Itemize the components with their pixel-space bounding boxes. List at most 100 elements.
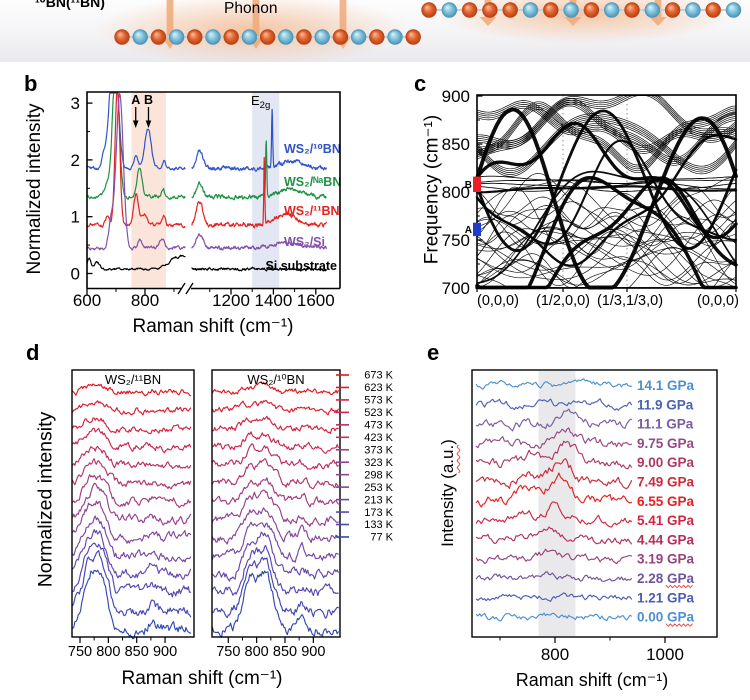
pressure-label: 14.1 GPa xyxy=(637,378,695,393)
phonon-branch-bundle xyxy=(476,115,737,172)
y-tick-label: 900 xyxy=(442,87,470,106)
nitrogen-atom xyxy=(241,29,258,45)
phonon-branch-bundle xyxy=(476,105,737,170)
nitrogen-atom xyxy=(278,29,294,45)
axis-break-mark xyxy=(177,282,186,295)
phonon-branch xyxy=(476,247,737,282)
phonon-branch xyxy=(476,260,737,286)
phonon-branch-thick xyxy=(475,109,738,253)
pressure-label: 11.9 GPa xyxy=(637,397,694,412)
series-label: WS₂/¹⁰BN xyxy=(284,142,341,156)
kpath-label: (1/2,0,0) xyxy=(536,293,590,309)
temperature-spectrum-curve xyxy=(72,542,192,598)
pressure-label: 9.00 GPa xyxy=(637,455,695,470)
panel-a-isotope-label: ¹⁰BN(¹¹BN) xyxy=(35,0,105,10)
phonon-branch-flat xyxy=(476,182,737,193)
pressure-label: 9.75 GPa xyxy=(637,436,695,451)
plot-frame xyxy=(471,369,718,638)
panel-b-raman-spectra-chart: WS₂/¹⁰BN WS₂/ᴺᵃBN WS₂/¹¹BN WS₂/Si Si substra… xyxy=(71,91,341,337)
kpath-label: (0,0,0) xyxy=(477,293,519,309)
temperature-spectrum-curve xyxy=(72,482,192,526)
x-tick-label: 1600 xyxy=(297,291,335,310)
legend-label: 77 K xyxy=(370,532,393,544)
temperature-spectrum-curve xyxy=(72,515,192,563)
temperature-spectrum-curve xyxy=(72,417,192,435)
pressure-unit: GPa xyxy=(667,475,695,490)
phonon-branch-bundle xyxy=(476,95,737,149)
pressure-unit: GPa xyxy=(666,397,694,412)
phonon-branch xyxy=(476,173,737,247)
panel-e-xlabel: Raman shift (cm⁻¹) xyxy=(516,670,669,690)
boron-atom xyxy=(421,2,437,18)
y-tick-label: 700 xyxy=(442,279,470,298)
y-tick-label: 800 xyxy=(442,183,470,202)
series-label: WS₂/Si xyxy=(284,235,325,249)
temperature-spectrum-curve xyxy=(211,443,339,470)
nitrogen-atom xyxy=(168,29,185,45)
subplot-title: WS₂/¹⁰BN xyxy=(247,372,304,387)
x-tick-label: 800 xyxy=(245,644,269,660)
y-tick-label: 850 xyxy=(442,135,470,154)
nitrogen-atom xyxy=(685,2,701,18)
x-tick-label: 800 xyxy=(96,644,120,660)
pressure-label: 5.41 GPa xyxy=(637,513,695,528)
temperature-spectrum-curve xyxy=(72,474,192,509)
pressure-unit: GPa xyxy=(666,417,694,432)
phonon-branch xyxy=(476,195,737,229)
legend-label: 623 K xyxy=(364,382,393,394)
arrow-down-icon xyxy=(145,120,152,128)
x-tick-label: 900 xyxy=(153,644,177,660)
temperature-spectrum-curve xyxy=(72,383,192,397)
boron-atom xyxy=(332,29,349,45)
pressure-spectrum-curve xyxy=(475,408,633,432)
y-tick-label: 2 xyxy=(71,151,80,170)
legend-label: 213 K xyxy=(364,494,393,506)
phonon-branch-bundle xyxy=(476,117,737,173)
temperature-spectrum-curve xyxy=(211,507,339,545)
temperature-spectrum-curve xyxy=(211,458,339,490)
phonon-branch xyxy=(476,220,737,263)
pressure-label: 2.28 GPa xyxy=(637,571,695,586)
legend-label: 133 K xyxy=(364,519,393,531)
panel-b-letter: b xyxy=(24,71,38,96)
pressure-unit: GPa xyxy=(667,571,695,586)
mode-marker-label: A xyxy=(465,225,472,236)
panel-c-letter: c xyxy=(414,71,427,96)
pressure-value: 7.49 xyxy=(637,475,667,490)
boron-atom xyxy=(150,29,167,45)
legend-label: 323 K xyxy=(364,457,393,469)
phonon-branch-bundle xyxy=(476,120,737,177)
boron-atom xyxy=(502,2,518,18)
boron-atom xyxy=(296,29,312,45)
boron-atom xyxy=(624,2,640,18)
nitrogen-atom xyxy=(522,2,539,18)
mode-marker-b xyxy=(473,176,481,192)
boron-atom xyxy=(405,29,421,45)
pressure-unit: GPa xyxy=(667,532,695,547)
x-tick-label: 800 xyxy=(541,645,569,664)
nitrogen-atom xyxy=(205,29,221,45)
nitrogen-atom xyxy=(387,29,403,45)
y-tick-label: 1 xyxy=(71,208,80,227)
temperature-spectrum-curve xyxy=(72,550,192,618)
series-label: Si substrate xyxy=(265,259,337,273)
boron-atom xyxy=(583,2,600,18)
pressure-value: 14.1 xyxy=(637,378,667,393)
spectrum-curve xyxy=(86,254,186,271)
pressure-spectrum-curve xyxy=(475,571,633,582)
pressure-value: 9.75 xyxy=(637,436,667,451)
temperature-spectrum-curve xyxy=(211,489,339,527)
phonon-branch-flat xyxy=(475,185,738,194)
pressure-unit: GPa xyxy=(667,513,695,528)
panel-e-letter: e xyxy=(427,340,440,365)
pressure-value: 3.19 xyxy=(637,552,667,567)
phonon-branch-bundle xyxy=(476,118,737,175)
kpath-label: (1/3,1/3,0) xyxy=(597,293,663,309)
legend-label: 253 K xyxy=(364,482,393,494)
temperature-spectrum-curve xyxy=(72,458,192,490)
spectrum-curve xyxy=(191,108,327,172)
series-label: WS₂/ᴺᵃBN xyxy=(284,175,341,189)
temperature-spectrum-curve xyxy=(211,556,339,619)
